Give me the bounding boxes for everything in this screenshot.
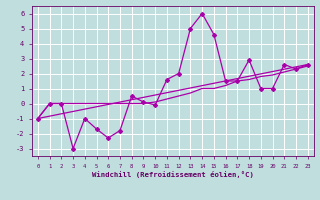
X-axis label: Windchill (Refroidissement éolien,°C): Windchill (Refroidissement éolien,°C) bbox=[92, 171, 254, 178]
